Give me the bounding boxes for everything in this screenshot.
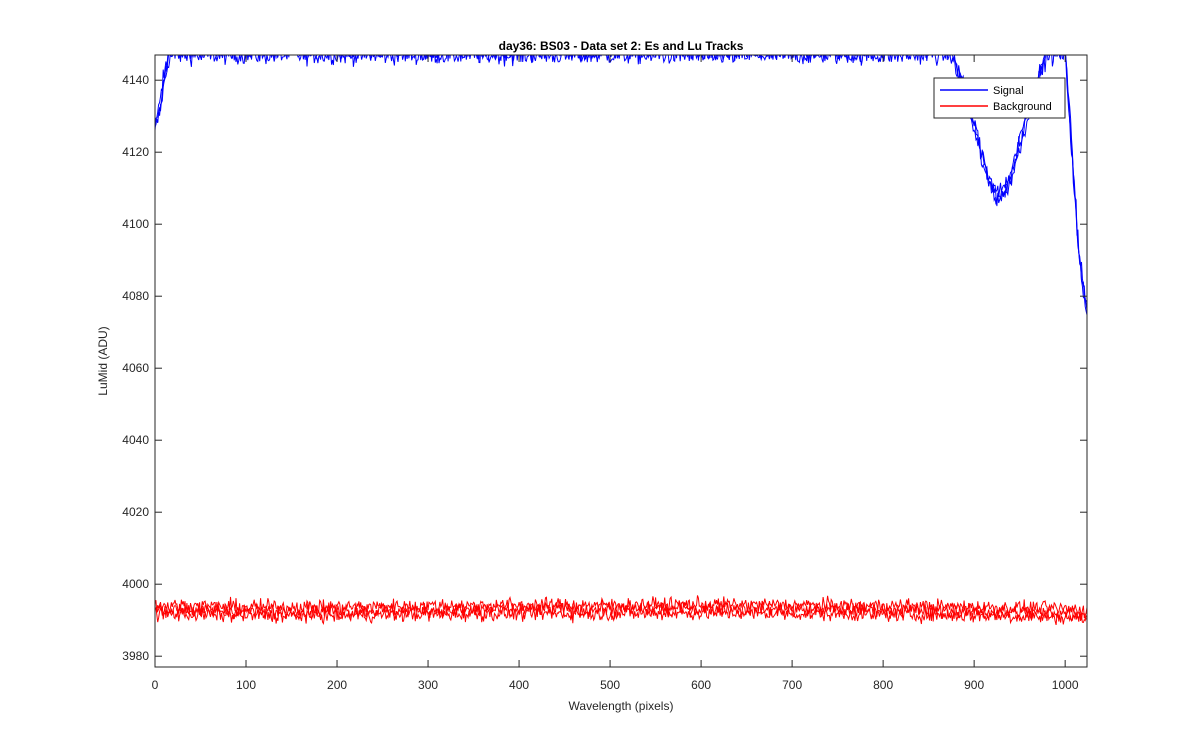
chart-title: day36: BS03 - Data set 2: Es and Lu Trac… [499,39,744,53]
y-tick-label: 4120 [122,145,149,159]
x-axis: 0 100 200 300 400 500 600 700 800 900 1000 [152,55,1079,692]
x-tick-label: 400 [509,678,529,692]
x-tick-label: 600 [691,678,711,692]
legend: Signal Background [933,77,1066,119]
y-tick-label: 4020 [122,505,149,519]
legend-label-background: Background [993,101,1052,113]
y-axis: 3980 4000 4020 4040 4060 4080 4100 4120 4140 [122,73,1087,663]
y-axis-label: LuMid (ADU) [96,326,110,395]
y-tick-label: 4140 [122,73,149,87]
y-tick-label: 4080 [122,289,149,303]
x-tick-label: 100 [236,678,256,692]
x-tick-label: 500 [600,678,620,692]
plot-area-frame [154,54,1088,668]
y-tick-label: 3980 [122,649,149,663]
x-tick-label: 0 [152,678,159,692]
legend-label-signal: Signal [993,85,1024,97]
y-tick-label: 4060 [122,361,149,375]
x-tick-label: 900 [964,678,984,692]
y-tick-label: 4100 [122,217,149,231]
y-tick-label: 4000 [122,577,149,591]
x-tick-label: 200 [327,678,347,692]
series-line-background-2 [155,599,1087,621]
x-tick-label: 300 [418,678,438,692]
y-tick-label: 4040 [122,433,149,447]
x-tick-label: 700 [782,678,802,692]
series-line-background-3 [155,595,1087,619]
legend-box [933,77,1066,119]
x-tick-label: 1000 [1052,678,1079,692]
x-axis-label: Wavelength (pixels) [569,699,674,713]
x-tick-label: 800 [873,678,893,692]
